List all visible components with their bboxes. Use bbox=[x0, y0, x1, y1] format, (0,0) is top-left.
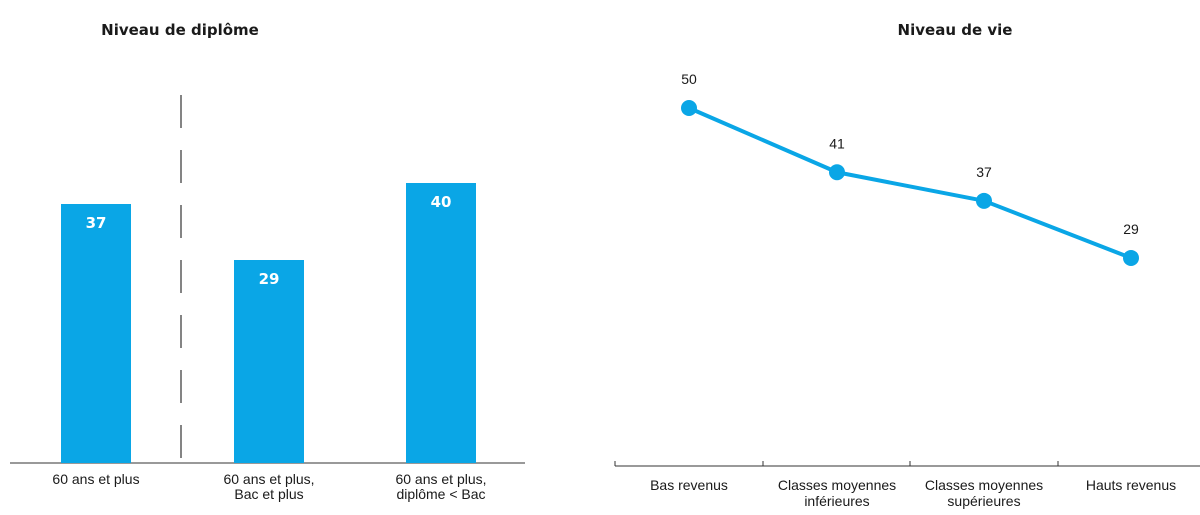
line-category-label: Classes moyennes bbox=[778, 477, 896, 493]
series-line bbox=[688, 106, 1132, 260]
bar-category-label: diplôme < Bac bbox=[396, 486, 485, 502]
line-category-label: inférieures bbox=[804, 493, 869, 509]
line-chart-title: Niveau de vie bbox=[898, 21, 1013, 39]
bar-3 bbox=[406, 183, 476, 463]
bar-chart: Niveau de diplôme 37 60 ans et plus 29 60 a… bbox=[10, 21, 525, 502]
line-category-label: Classes moyennes bbox=[925, 477, 1043, 493]
data-point-3 bbox=[976, 192, 992, 209]
line-category-label: Hauts revenus bbox=[1086, 477, 1176, 493]
point-value-label: 50 bbox=[681, 71, 697, 87]
point-value-label: 29 bbox=[1123, 221, 1139, 237]
point-value-label: 41 bbox=[829, 135, 845, 151]
line-category-label: Bas revenus bbox=[650, 477, 728, 493]
bar-value-label: 29 bbox=[259, 270, 280, 288]
line-chart: Niveau de vie 50 Bas revenus 41 Classes moy… bbox=[614, 21, 1200, 509]
bar-1 bbox=[61, 204, 131, 463]
data-point-2 bbox=[829, 164, 845, 181]
line-category-label: supérieures bbox=[947, 493, 1020, 509]
bar-2 bbox=[234, 260, 304, 463]
bar-category-label: 60 ans et plus, bbox=[395, 471, 486, 487]
data-point-4 bbox=[1123, 249, 1139, 266]
bar-value-label: 40 bbox=[431, 193, 452, 211]
bar-category-label: Bac et plus bbox=[234, 486, 303, 502]
bar-chart-title: Niveau de diplôme bbox=[101, 21, 259, 39]
bar-category-label: 60 ans et plus bbox=[52, 471, 139, 487]
data-point-1 bbox=[681, 100, 697, 116]
point-value-label: 37 bbox=[976, 164, 992, 180]
bar-value-label: 37 bbox=[86, 214, 107, 232]
bar-category-label: 60 ans et plus, bbox=[223, 471, 314, 487]
